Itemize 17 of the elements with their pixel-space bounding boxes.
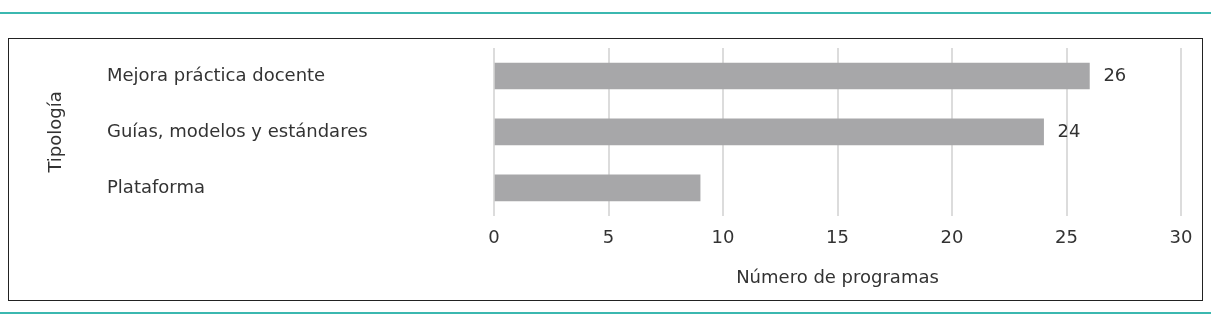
x-tick-label: 10 [711, 226, 735, 248]
bar [494, 62, 1090, 90]
x-tick-label: 25 [1055, 226, 1078, 248]
x-tick-label: 30 [1169, 226, 1193, 248]
x-tick-label: 5 [602, 226, 615, 248]
y-tick-label: Mejora práctica docente [107, 63, 326, 85]
y-tick-label: Guías, modelos y estándares [107, 119, 368, 141]
bar [494, 118, 1044, 146]
y-tick-label: Plataforma [107, 175, 205, 197]
x-tick-label: 20 [940, 226, 964, 248]
data-label: 24 [1057, 119, 1081, 141]
data-label: 26 [1103, 63, 1127, 85]
y-axis-title: Tipología [43, 91, 65, 174]
x-tick-label: 0 [488, 226, 500, 248]
bar [494, 174, 701, 202]
x-axis-title: Número de programas [736, 265, 939, 287]
x-tick-label: 15 [826, 226, 849, 248]
